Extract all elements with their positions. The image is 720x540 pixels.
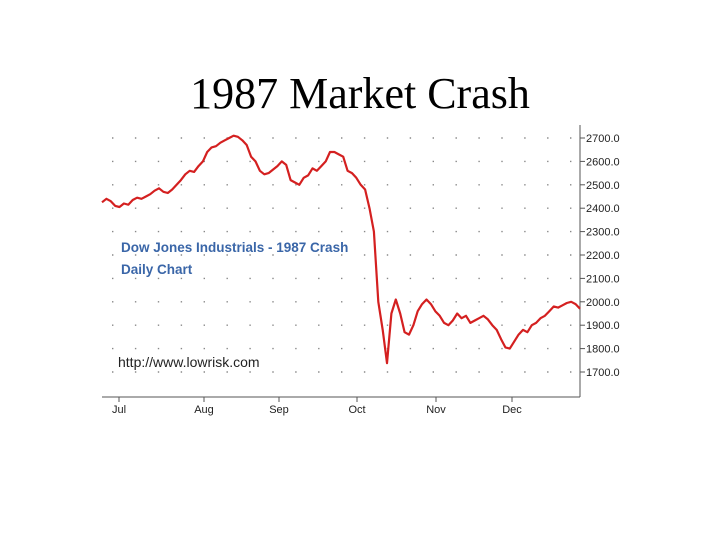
- x-tick-label: Sep: [269, 404, 289, 416]
- x-axis-ticks: Jul Aug Sep Oct Nov Dec: [112, 397, 522, 416]
- y-tick-label: 1900.0: [586, 320, 620, 332]
- y-tick-label: 1800.0: [586, 344, 620, 356]
- y-tick-label: 2600.0: [586, 156, 620, 168]
- x-tick-label: Dec: [502, 404, 522, 416]
- chart-subtitle: Daily Chart: [121, 262, 193, 277]
- y-tick-label: 2500.0: [586, 180, 620, 192]
- slide-title: 1987 Market Crash: [190, 69, 530, 118]
- series-line: [101, 134, 581, 365]
- x-tick-label: Oct: [348, 404, 365, 416]
- y-tick-label: 2400.0: [586, 203, 620, 215]
- y-axis-ticks: 1700.0 1800.0 1900.0 2000.0 2100.0 2200.0 2300…: [580, 133, 620, 379]
- y-tick-label: 1700.0: [586, 367, 620, 379]
- watermark-url: http://www.lowrisk.com: [118, 354, 260, 370]
- chart-grid: [112, 137, 576, 373]
- chart-title: Dow Jones Industrials - 1987 Crash: [121, 240, 348, 255]
- x-tick-label: Jul: [112, 404, 126, 416]
- x-tick-label: Aug: [194, 404, 214, 416]
- series-line-layer: [101, 134, 581, 365]
- y-tick-label: 2000.0: [586, 297, 620, 309]
- y-tick-label: 2100.0: [586, 273, 620, 285]
- y-tick-label: 2200.0: [586, 250, 620, 262]
- x-tick-label: Nov: [426, 404, 446, 416]
- y-tick-label: 2300.0: [586, 227, 620, 239]
- y-tick-label: 2700.0: [586, 133, 620, 145]
